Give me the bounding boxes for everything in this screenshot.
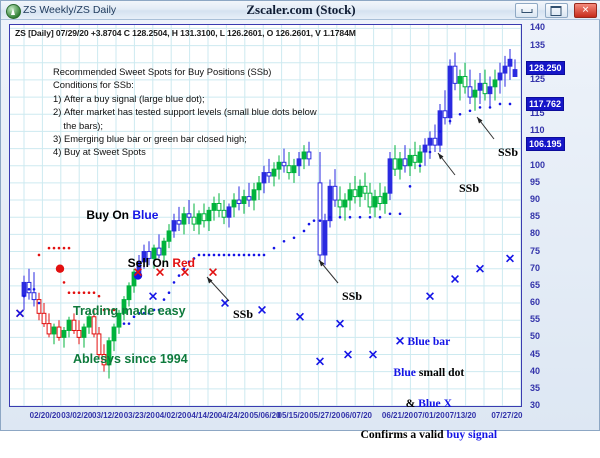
price-tick: 55 bbox=[530, 314, 541, 325]
condition-line-5: 3) Emerging blue bar or green bar closed… bbox=[53, 133, 247, 145]
window-title-bar: ZS Weekly/ZS Daily Zscaler.com (Stock) ✕ bbox=[1, 1, 600, 20]
confirm-line3-blue: Blue X bbox=[418, 397, 452, 411]
date-tick: 04/24/20 bbox=[217, 411, 249, 420]
date-tick: 06/07/20 bbox=[340, 411, 372, 420]
price-tick: 110 bbox=[530, 125, 545, 136]
confirm-line2-blue: Blue bbox=[393, 366, 416, 380]
date-axis[interactable]: 02/20/20 03/02/20 03/12/20 03/23/20 04/02/20… bbox=[9, 409, 523, 429]
price-tick: 140 bbox=[530, 22, 546, 33]
ssb-label: SSb bbox=[498, 145, 519, 159]
condition-line-6: 4) Buy at Sweet Spots bbox=[53, 146, 146, 158]
price-tick: 135 bbox=[530, 39, 546, 50]
price-tick: 95 bbox=[530, 176, 541, 187]
slogan-line3: Trading made easy bbox=[73, 304, 186, 318]
conditions-annotation: Recommended Sweet Spots for Buy Position… bbox=[53, 65, 317, 159]
slogan-line1-prefix: Buy On bbox=[86, 208, 133, 222]
confirm-annotation: Blue bar Blue small dot & Blue X Confirm… bbox=[333, 319, 513, 458]
price-tick: 90 bbox=[530, 194, 541, 205]
price-tick: 70 bbox=[530, 262, 541, 273]
price-tick: 65 bbox=[530, 279, 541, 290]
app-logo-icon bbox=[6, 4, 21, 19]
maximize-icon[interactable] bbox=[544, 3, 568, 18]
date-tick: 03/02/20 bbox=[61, 411, 93, 420]
price-tick: 40 bbox=[530, 365, 541, 376]
slogan-annotation: Buy On Blue Sell On Red Trading made eas… bbox=[73, 191, 195, 399]
confirm-line4-blue: buy signal bbox=[446, 427, 498, 441]
condition-line-2: 1) After a buy signal (large blue dot); bbox=[53, 92, 205, 104]
confirm-line2-rest: small dot bbox=[415, 366, 465, 380]
price-tick: 50 bbox=[530, 331, 541, 342]
price-tick: 85 bbox=[530, 211, 541, 222]
slogan-line1-blue: Blue bbox=[132, 208, 159, 222]
price-tag: 117.762 bbox=[526, 96, 565, 111]
slogan-line2-red: Red bbox=[172, 256, 195, 270]
date-tick: 03/23/20 bbox=[123, 411, 155, 420]
date-tick: 05/27/20 bbox=[309, 411, 341, 420]
window-tab-title: ZS Weekly/ZS Daily bbox=[23, 4, 117, 16]
price-tick: 115 bbox=[530, 108, 545, 119]
date-tick: 07/13/20 bbox=[445, 411, 477, 420]
date-tick: 07/01/20 bbox=[413, 411, 445, 420]
date-tick: 05/06/20 bbox=[249, 411, 281, 420]
confirm-line4-prefix: Confirms a valid bbox=[360, 427, 447, 441]
window-center-title: Zscaler.com (Stock) bbox=[246, 2, 356, 17]
price-axis[interactable]: 30 35 40 45 50 55 60 65 70 75 80 85 90 95 100 110 115 125… bbox=[524, 22, 584, 410]
date-tick: 03/12/20 bbox=[92, 411, 124, 420]
price-tag: 128.250 bbox=[526, 60, 565, 75]
date-tick: 07/27/20 bbox=[491, 411, 523, 420]
date-tick: 04/02/20 bbox=[155, 411, 187, 420]
price-tick: 30 bbox=[530, 400, 541, 410]
condition-line-4: the bars); bbox=[53, 119, 104, 131]
quote-line: ZS [Daily] 07/29/20 +3.8704 C 128.2504, … bbox=[15, 28, 356, 38]
chart-window: ZS Weekly/ZS Daily Zscaler.com (Stock) ✕… bbox=[0, 0, 600, 441]
price-tick: 80 bbox=[530, 228, 541, 239]
chart-plot-area[interactable]: ZS [Daily] 07/29/20 +3.8704 C 128.2504, … bbox=[9, 24, 522, 407]
date-tick: 04/14/20 bbox=[186, 411, 219, 420]
price-tick: 75 bbox=[530, 245, 541, 256]
ssb-label: SSb bbox=[342, 289, 363, 303]
minimize-icon[interactable] bbox=[515, 3, 539, 18]
date-tick: 02/20/20 bbox=[29, 411, 61, 420]
ssb-label: SSb bbox=[233, 307, 254, 321]
price-tick: 35 bbox=[530, 382, 541, 393]
condition-line-1: Conditions for SSb: bbox=[53, 79, 134, 91]
price-tick: 60 bbox=[530, 297, 541, 307]
ssb-label: SSb bbox=[459, 181, 480, 195]
candlestick-series bbox=[16, 49, 518, 379]
price-tick: 45 bbox=[530, 348, 541, 359]
price-tick: 125 bbox=[530, 73, 546, 84]
condition-line-0: Recommended Sweet Spots for Buy Position… bbox=[53, 66, 272, 77]
price-tick: 100 bbox=[530, 159, 546, 170]
slogan-line4: Ablesys since 1994 bbox=[73, 352, 188, 366]
condition-line-3: 2) After market has tested support level… bbox=[53, 106, 317, 118]
date-tick: 05/15/20 bbox=[277, 411, 309, 420]
close-icon[interactable]: ✕ bbox=[574, 3, 597, 18]
date-tick: 06/21/20 bbox=[381, 411, 414, 420]
confirm-line1: Blue bar bbox=[407, 335, 451, 349]
window-controls: ✕ bbox=[513, 3, 597, 18]
price-tag: 106.195 bbox=[526, 136, 565, 151]
slogan-line2-prefix: Sell On bbox=[127, 256, 173, 270]
confirm-line3-amp: & bbox=[405, 397, 419, 411]
